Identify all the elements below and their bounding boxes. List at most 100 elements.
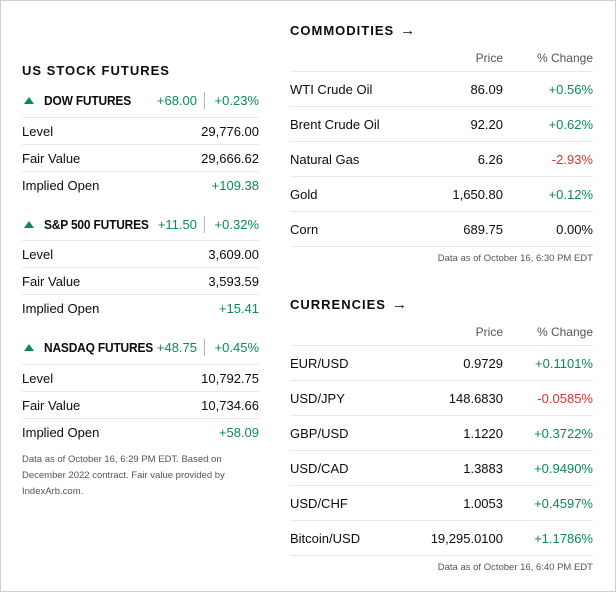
commodity-row[interactable]: WTI Crude Oil 86.09 +0.56% <box>290 71 593 106</box>
up-arrow-icon <box>24 343 34 351</box>
dow-implied-open-row: Implied Open +109.38 <box>22 171 259 198</box>
currency-row[interactable]: GBP/USD 1.1220 +0.3722% <box>290 415 593 450</box>
row-value: 10,734.66 <box>201 397 259 413</box>
nasdaq-implied-open-row: Implied Open +58.09 <box>22 418 259 445</box>
index-pct-change: +0.32% <box>214 216 259 232</box>
nasdaq-fair-value-row: Fair Value 10,734.66 <box>22 391 259 418</box>
row-value: 29,666.62 <box>201 150 259 166</box>
price-header: Price <box>475 51 503 65</box>
currencies-table-header: Price % Change <box>290 319 593 345</box>
currency-change: +0.3722% <box>534 426 593 441</box>
commodity-name: Gold <box>290 187 318 202</box>
commodity-change: -2.93% <box>551 152 593 167</box>
commodity-price: 689.75 <box>463 222 503 237</box>
commodity-price: 86.09 <box>470 82 503 97</box>
currency-row[interactable]: Bitcoin/USD 19,295.0100 +1.1786% <box>290 520 593 555</box>
row-value: +15.41 <box>218 300 259 316</box>
currency-row[interactable]: USD/CHF 1.0053 +0.4597% <box>290 485 593 520</box>
commodities-title: COMMODITIES <box>290 23 395 38</box>
currency-change: +0.9490% <box>534 461 593 476</box>
row-label: Fair Value <box>22 397 81 413</box>
index-change: +68.00 <box>156 92 197 108</box>
arrow-right-icon: → <box>400 22 416 39</box>
commodity-change: 0.00% <box>556 222 593 237</box>
dow-futures-header[interactable]: DOW FUTURES +68.00 +0.23% <box>22 89 259 111</box>
currency-pair: USD/CAD <box>290 461 349 476</box>
commodity-name: Natural Gas <box>290 152 360 167</box>
commodity-change: +0.12% <box>548 187 593 202</box>
commodity-row[interactable]: Brent Crude Oil 92.20 +0.62% <box>290 106 593 141</box>
commodity-price: 1,650.80 <box>452 187 503 202</box>
row-value: +109.38 <box>211 177 259 193</box>
sp500-implied-open-row: Implied Open +15.41 <box>22 294 259 321</box>
commodity-price: 6.26 <box>477 152 503 167</box>
currency-pair: USD/CHF <box>290 496 348 511</box>
dow-level-row: Level 29,776.00 <box>22 117 259 144</box>
row-value: 29,776.00 <box>201 123 259 139</box>
currency-pair: GBP/USD <box>290 426 349 441</box>
currency-pair: USD/JPY <box>290 391 345 406</box>
row-value: 3,609.00 <box>208 246 259 262</box>
up-arrow-icon <box>24 96 34 104</box>
row-label: Level <box>22 370 54 386</box>
commodities-data-note: Data as of October 16, 6:30 PM EDT <box>290 246 593 264</box>
currencies-title: CURRENCIES <box>290 297 386 312</box>
commodity-row[interactable]: Gold 1,650.80 +0.12% <box>290 176 593 211</box>
sp500-level-row: Level 3,609.00 <box>22 240 259 267</box>
index-pct-change: +0.45% <box>214 339 259 355</box>
row-value: 3,593.59 <box>208 273 259 289</box>
us-stock-futures-title: US STOCK FUTURES <box>22 63 170 78</box>
currency-row[interactable]: USD/CAD 1.3883 +0.9490% <box>290 450 593 485</box>
up-arrow-icon <box>24 220 34 228</box>
commodity-change: +0.56% <box>548 82 593 97</box>
commodities-table-header: Price % Change <box>290 45 593 71</box>
row-label: Implied Open <box>22 300 100 316</box>
index-change: +11.50 <box>157 216 197 232</box>
divider <box>204 91 205 109</box>
row-label: Implied Open <box>22 177 100 193</box>
row-label: Level <box>22 246 54 262</box>
currency-change: -0.0585% <box>537 391 593 406</box>
index-change: +48.75 <box>156 339 197 355</box>
commodity-row[interactable]: Natural Gas 6.26 -2.93% <box>290 141 593 176</box>
row-label: Fair Value <box>22 273 81 289</box>
currency-pair: Bitcoin/USD <box>290 531 361 546</box>
commodity-change: +0.62% <box>548 117 593 132</box>
currency-change: +0.1101% <box>535 356 593 371</box>
commodity-price: 92.20 <box>470 117 503 132</box>
commodity-name: Corn <box>290 222 319 237</box>
change-header: % Change <box>536 325 593 339</box>
index-name: DOW FUTURES <box>44 92 132 108</box>
currency-price: 1.0053 <box>463 496 503 511</box>
currencies-title-link[interactable]: CURRENCIES → <box>290 296 407 313</box>
currency-price: 1.3883 <box>463 461 503 476</box>
divider <box>204 215 205 233</box>
change-header: % Change <box>536 51 593 65</box>
currency-change: +1.1786% <box>534 531 593 546</box>
currency-row[interactable]: USD/JPY 148.6830 -0.0585% <box>290 380 593 415</box>
currency-row[interactable]: EUR/USD 0.9729 +0.1101% <box>290 345 593 380</box>
dow-fair-value-row: Fair Value 29,666.62 <box>22 144 259 171</box>
index-pct-change: +0.23% <box>214 92 259 108</box>
sp500-fair-value-row: Fair Value 3,593.59 <box>22 267 259 294</box>
commodity-name: Brent Crude Oil <box>290 117 380 132</box>
row-label: Level <box>22 123 54 139</box>
price-header: Price <box>475 325 503 339</box>
row-value: 10,792.75 <box>201 370 259 386</box>
currencies-data-note: Data as of October 16, 6:40 PM EDT <box>290 555 593 573</box>
nasdaq-level-row: Level 10,792.75 <box>22 364 259 391</box>
sp500-futures-header[interactable]: S&P 500 FUTURES +11.50 +0.32% <box>22 213 259 235</box>
row-value: +58.09 <box>218 424 259 440</box>
currency-price: 0.9729 <box>463 356 503 371</box>
commodity-name: WTI Crude Oil <box>290 82 373 97</box>
index-name: NASDAQ FUTURES <box>44 339 154 355</box>
commodity-row[interactable]: Corn 689.75 0.00% <box>290 211 593 246</box>
currency-price: 148.6830 <box>448 391 503 406</box>
currency-price: 1.1220 <box>463 426 503 441</box>
commodities-title-link[interactable]: COMMODITIES → <box>290 22 415 39</box>
row-label: Fair Value <box>22 150 81 166</box>
index-name: S&P 500 FUTURES <box>44 216 149 232</box>
nasdaq-futures-header[interactable]: NASDAQ FUTURES +48.75 +0.45% <box>22 336 259 358</box>
arrow-right-icon: → <box>391 296 407 313</box>
futures-data-note: Data as of October 16, 6:29 PM EDT. Base… <box>22 454 225 497</box>
